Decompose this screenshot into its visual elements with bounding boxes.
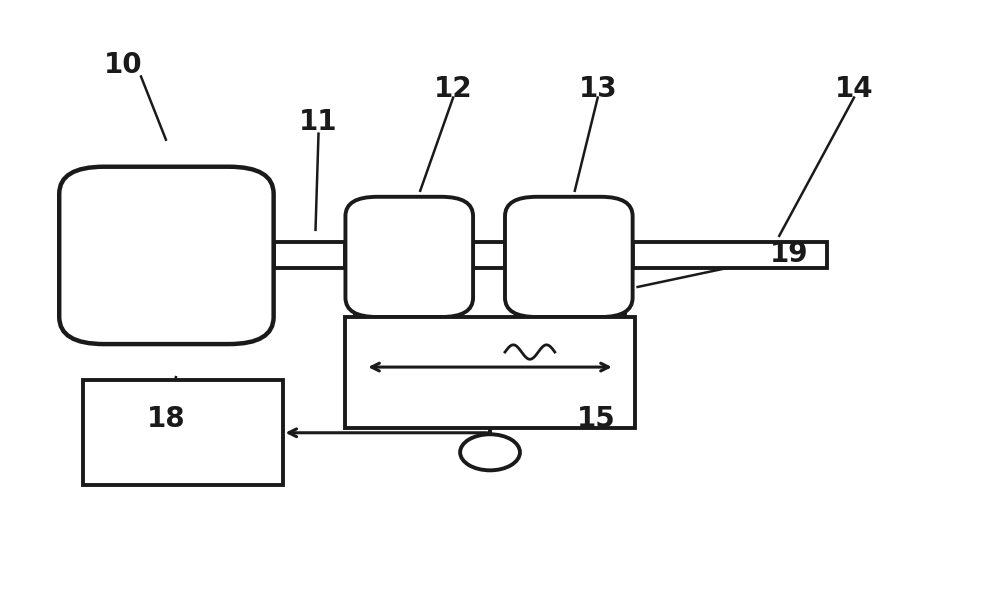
FancyBboxPatch shape xyxy=(345,197,473,317)
Bar xyxy=(473,242,505,268)
Text: 18: 18 xyxy=(147,405,185,433)
Bar xyxy=(633,242,827,268)
Bar xyxy=(274,242,345,268)
Text: 11: 11 xyxy=(299,108,338,136)
Text: 14: 14 xyxy=(835,74,873,103)
Bar xyxy=(83,380,283,486)
FancyBboxPatch shape xyxy=(505,197,633,317)
Text: 12: 12 xyxy=(434,74,472,103)
Text: 13: 13 xyxy=(578,74,617,103)
Text: 10: 10 xyxy=(104,51,142,79)
Text: 15: 15 xyxy=(577,405,616,433)
Text: 19: 19 xyxy=(770,240,808,268)
Bar xyxy=(345,317,635,428)
Circle shape xyxy=(460,434,520,471)
FancyBboxPatch shape xyxy=(59,167,274,344)
